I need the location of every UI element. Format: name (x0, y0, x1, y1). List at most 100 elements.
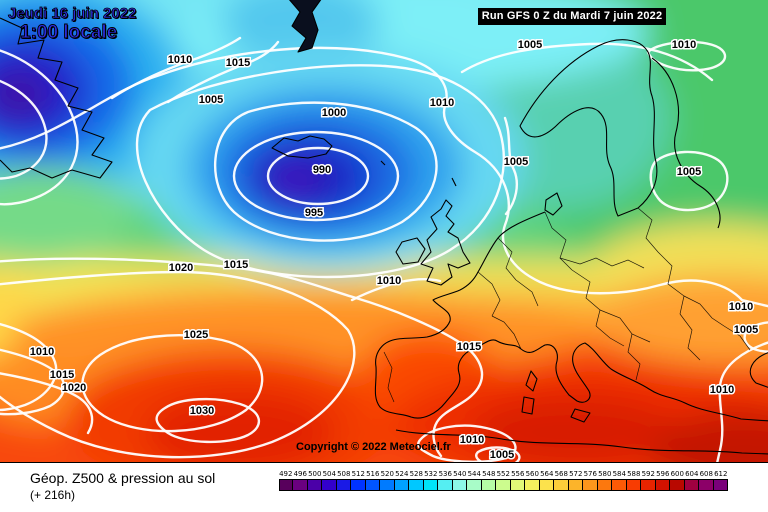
pressure-label: 1015 (457, 341, 481, 353)
scale-value: 508 (337, 470, 351, 478)
scale-legend: 492 496 500 504 508 512 516 520 524 528 532 536 540 5… (278, 470, 728, 491)
scale-color-swatch (467, 479, 482, 491)
pressure-label: 1020 (169, 262, 193, 274)
pressure-contours (0, 36, 768, 462)
scale-color-swatch (496, 479, 511, 491)
scale-value: 604 (685, 470, 699, 478)
date-text: Jeudi 16 juin 2022 (8, 5, 137, 23)
scale-value: 524 (395, 470, 409, 478)
pressure-label: 1010 (430, 97, 454, 109)
scale-value: 528 (409, 470, 423, 478)
scale-color-swatch (438, 479, 453, 491)
scale-color-swatch (655, 479, 670, 491)
scale-color-swatch (409, 479, 424, 491)
scale-color-swatch (293, 479, 308, 491)
scale-cell: 536 (438, 470, 453, 491)
scale-color-swatch (525, 479, 540, 491)
scale-value: 496 (293, 470, 307, 478)
pressure-label: 1010 (729, 301, 753, 313)
scale-color-swatch (612, 479, 627, 491)
pressure-label: 990 (313, 164, 331, 176)
scale-value: 512 (351, 470, 365, 478)
scale-color-swatch (539, 479, 554, 491)
scale-cell: 532 (423, 470, 438, 491)
copyright-text: Copyright © 2022 Meteociel.fr (296, 441, 451, 453)
scale-color-swatch (307, 479, 322, 491)
scale-value: 592 (641, 470, 655, 478)
color-field (0, 0, 768, 462)
scale-cell: 528 (409, 470, 424, 491)
pressure-label: 1010 (168, 54, 192, 66)
pressure-label: 1010 (30, 346, 54, 358)
scale-value: 588 (627, 470, 641, 478)
scale-cell: 608 (699, 470, 714, 491)
date-overlay: Jeudi 16 juin 2022 1:00 locale (8, 5, 137, 44)
pressure-label: 1005 (199, 94, 223, 106)
scale-value: 492 (279, 470, 293, 478)
scale-cell: 524 (394, 470, 409, 491)
coastlines (0, 0, 768, 455)
scale-value: 520 (380, 470, 394, 478)
country-borders (383, 207, 751, 403)
scale-color-swatch (452, 479, 467, 491)
scale-cell: 584 (612, 470, 627, 491)
scale-cell: 540 (452, 470, 467, 491)
scale-cell: 612 (713, 470, 728, 491)
pressure-label: 1005 (677, 166, 701, 178)
footer-titles: Géop. Z500 & pression au sol (+ 216h) (0, 470, 215, 502)
scale-cell: 576 (583, 470, 598, 491)
pressure-label: 1010 (710, 384, 734, 396)
pressure-label: 995 (305, 207, 323, 219)
scale-color-swatch (278, 479, 293, 491)
scale-color-swatch (699, 479, 714, 491)
scale-value: 576 (583, 470, 597, 478)
pressure-label: 1010 (672, 39, 696, 51)
scale-value: 612 (714, 470, 728, 478)
scale-color-swatch (510, 479, 525, 491)
scale-value: 548 (482, 470, 496, 478)
scale-cell: 500 (307, 470, 322, 491)
scale-value: 568 (554, 470, 568, 478)
map-title: Géop. Z500 & pression au sol (30, 470, 216, 486)
scale-cell: 556 (510, 470, 525, 491)
scale-value: 580 (598, 470, 612, 478)
scale-cell: 544 (467, 470, 482, 491)
scale-color-swatch (554, 479, 569, 491)
scale-cell: 592 (641, 470, 656, 491)
scale-value: 596 (656, 470, 670, 478)
pressure-label: 1005 (734, 324, 758, 336)
scale-cell: 600 (670, 470, 685, 491)
scale-color-swatch (394, 479, 409, 491)
scale-cell: 512 (351, 470, 366, 491)
pressure-label: 1005 (504, 156, 528, 168)
scale-color-swatch (336, 479, 351, 491)
scale-value: 516 (366, 470, 380, 478)
scale-cell: 552 (496, 470, 511, 491)
scale-color-swatch (322, 479, 337, 491)
scale-cell: 568 (554, 470, 569, 491)
pressure-label: 1015 (224, 259, 248, 271)
scale-cell: 520 (380, 470, 395, 491)
scale-color-swatch (626, 479, 641, 491)
scale-cell: 580 (597, 470, 612, 491)
scale-value: 560 (525, 470, 539, 478)
scale-cell: 588 (626, 470, 641, 491)
scale-color-swatch (597, 479, 612, 491)
pressure-label: 1015 (226, 57, 250, 69)
scale-cell: 572 (568, 470, 583, 491)
scale-cell: 504 (322, 470, 337, 491)
scale-cell: 492 (278, 470, 293, 491)
scale-color-swatch (351, 479, 366, 491)
scale-cell: 516 (365, 470, 380, 491)
geopotential-map-svg: 1005 1010 1010 1015 1005 1000 1010 1005 990 995 10… (0, 0, 768, 462)
pressure-label: 1015 (50, 369, 74, 381)
scale-cell: 508 (336, 470, 351, 491)
pressure-label: 1010 (377, 275, 401, 287)
footer-bar: Géop. Z500 & pression au sol (+ 216h) 49… (0, 462, 768, 512)
scale-value: 552 (496, 470, 510, 478)
scale-cell: 548 (481, 470, 496, 491)
scale-value: 608 (699, 470, 713, 478)
scale-color-swatch (423, 479, 438, 491)
pressure-label: 1020 (62, 382, 86, 394)
